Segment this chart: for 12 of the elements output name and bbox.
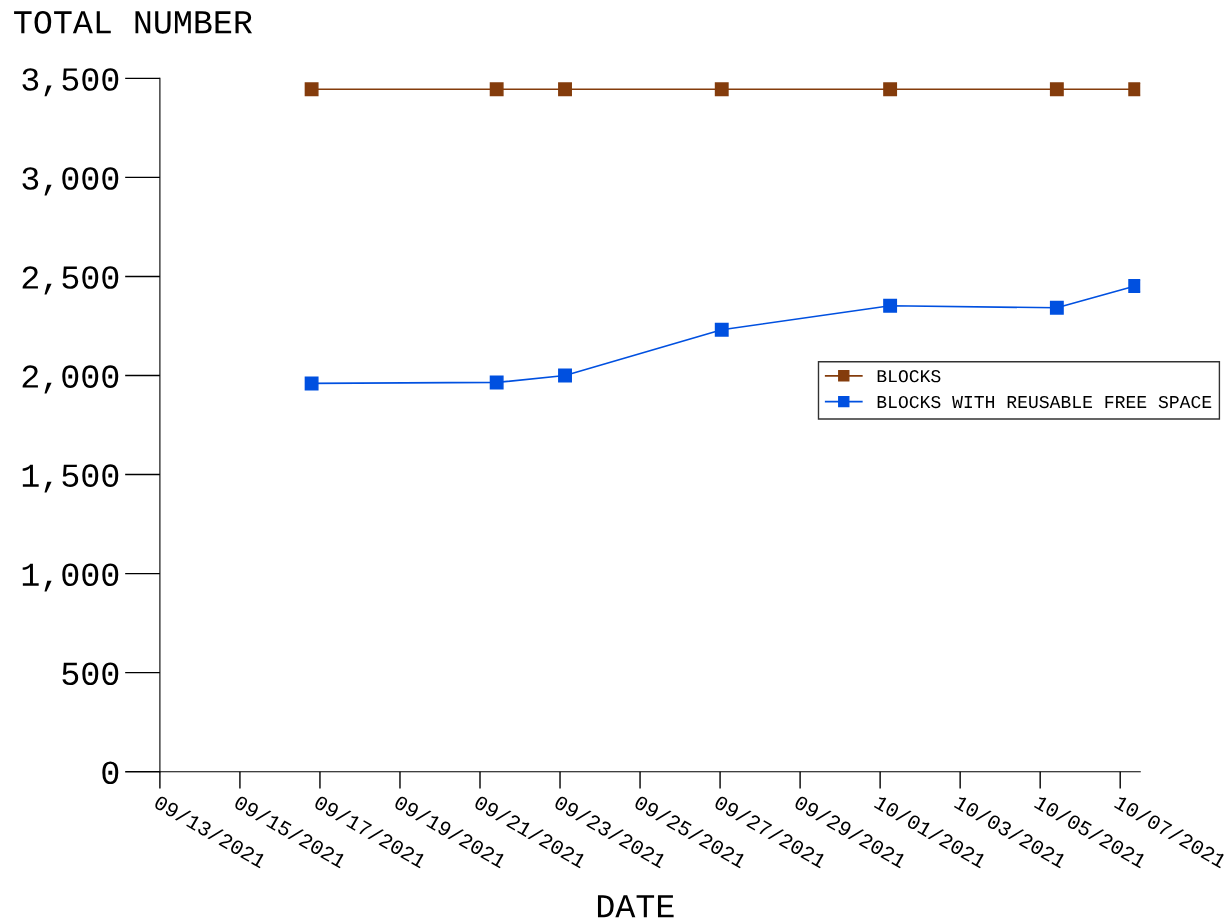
y-tick-label: 0 <box>102 761 119 785</box>
legend-label: BLOCKS WITH REUSABLE FREE SPACE <box>877 395 1212 409</box>
y-tick-label: 1,500 <box>22 464 119 493</box>
legend-label: BLOCKS <box>877 370 941 383</box>
y-tick-label: 2,500 <box>22 266 119 295</box>
y-tick-label: 1,000 <box>22 563 119 592</box>
y-tick-label: 3,500 <box>22 68 119 97</box>
y-tick-label: 2,000 <box>22 365 119 394</box>
y-tick-label: 500 <box>62 662 119 686</box>
y-axis-title: TOTAL NUMBER <box>14 11 253 34</box>
x-axis-title: DATE <box>597 895 674 918</box>
y-tick-label: 3,000 <box>22 167 119 196</box>
